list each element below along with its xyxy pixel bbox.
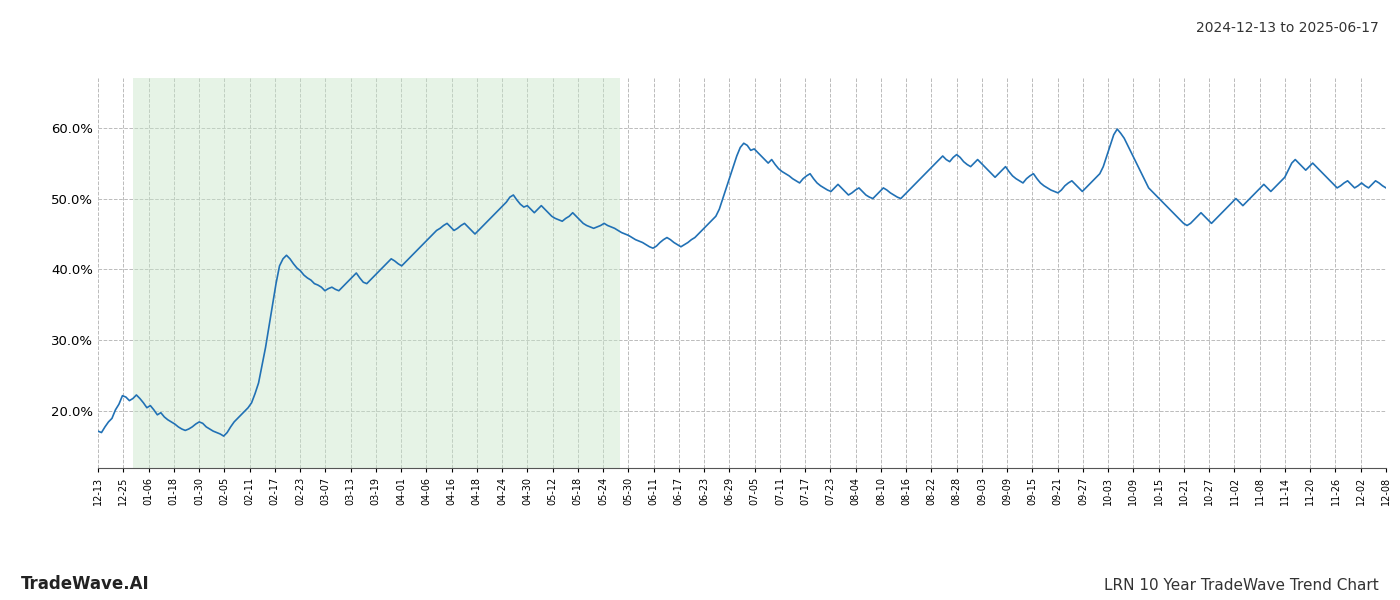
Text: LRN 10 Year TradeWave Trend Chart: LRN 10 Year TradeWave Trend Chart (1105, 578, 1379, 593)
Bar (133, 78, 620, 468)
Text: 2024-12-13 to 2025-06-17: 2024-12-13 to 2025-06-17 (1196, 21, 1379, 35)
Text: TradeWave.AI: TradeWave.AI (21, 575, 150, 593)
